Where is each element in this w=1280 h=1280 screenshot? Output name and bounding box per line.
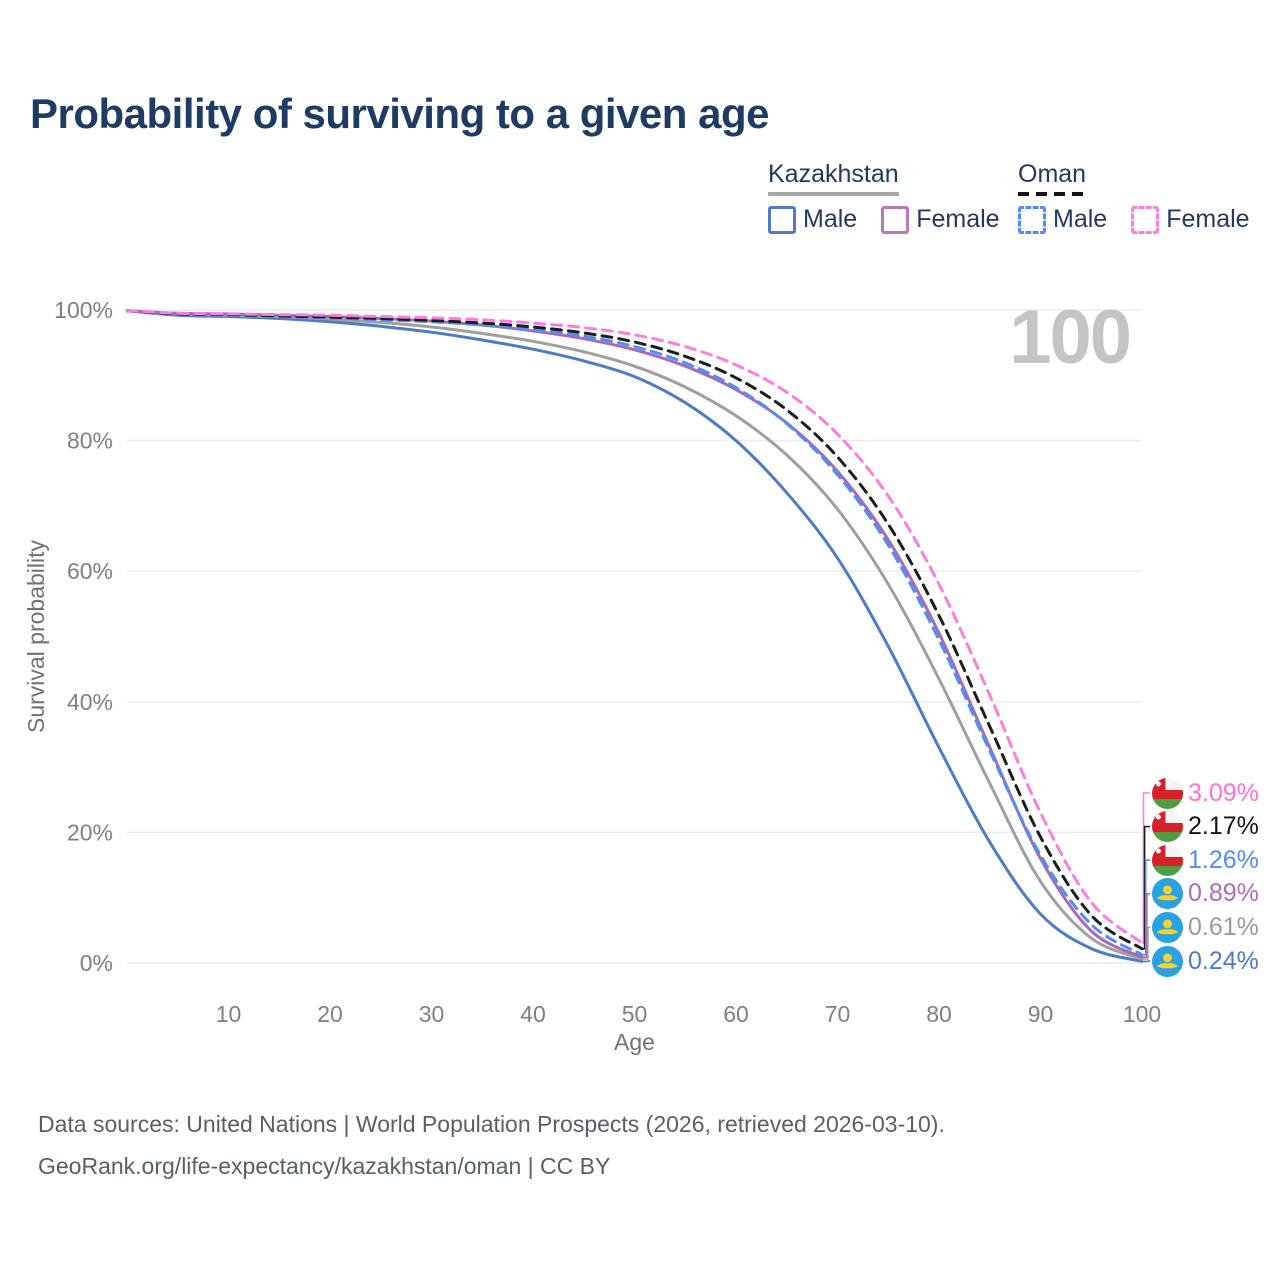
legend-item-kazakhstan-male[interactable]: Male (768, 205, 857, 234)
checkbox-icon[interactable] (768, 205, 796, 234)
legend-title-kazakhstan: Kazakhstan (768, 160, 899, 188)
y-axis-title: Survival probability (23, 539, 49, 733)
endpoint-kazakhstan-male: 0.24% (1152, 945, 1259, 977)
checkbox-icon[interactable] (1018, 205, 1046, 234)
y-tick-label: 60% (67, 558, 113, 584)
age-counter-watermark: 100 (1009, 295, 1132, 380)
x-axis-title: Age (614, 1029, 655, 1055)
x-tick-label: 60 (723, 1001, 749, 1027)
legend-item-oman-female[interactable]: Female (1131, 205, 1250, 234)
x-tick-label: 50 (622, 1001, 648, 1027)
endpoint-oman-male: 1.26% (1152, 844, 1259, 876)
footer-line-2: GeoRank.org/life-expectancy/kazakhstan/o… (38, 1152, 611, 1179)
kazakhstan-flag-icon (1152, 878, 1183, 910)
curve-oman-male (125, 309, 1144, 957)
oman-flag-icon (1152, 777, 1183, 809)
leader-line-oman-female (1142, 792, 1150, 944)
curve-kazakhstan-male (125, 309, 1144, 963)
x-tick-label: 10 (216, 1001, 242, 1027)
endpoint-value: 1.26% (1188, 845, 1259, 874)
leader-line-kazakhstan-female (1142, 893, 1150, 958)
y-tick-label: 100% (54, 297, 113, 323)
x-tick-label: 20 (317, 1001, 343, 1027)
x-tick-label: 40 (520, 1001, 546, 1027)
endpoint-value: 2.17% (1188, 812, 1259, 841)
endpoint-value: 0.89% (1188, 879, 1259, 908)
endpoint-kazakhstan-total: 0.61% (1152, 911, 1259, 943)
oman-flag-icon (1152, 811, 1183, 843)
checkbox-icon[interactable] (881, 205, 910, 234)
endpoint-oman-female: 3.09% (1152, 777, 1259, 809)
y-tick-label: 0% (80, 950, 113, 976)
leader-line-oman-male (1142, 859, 1150, 956)
kazakhstan-flag-icon (1152, 945, 1183, 977)
legend-line-sample-solid (768, 192, 899, 196)
curve-kazakhstan-female (125, 309, 1144, 959)
curve-kazakhstan-total (125, 309, 1144, 961)
x-tick-label: 90 (1028, 1001, 1054, 1027)
data-source-footer: Data sources: United Nations | World Pop… (38, 1104, 1238, 1188)
leader-line-oman-total (1142, 825, 1150, 950)
kazakhstan-flag-icon (1152, 911, 1183, 943)
legend-item-kazakhstan-female[interactable]: Female (881, 205, 1000, 234)
y-tick-label: 80% (67, 428, 113, 454)
endpoint-kazakhstan-female: 0.89% (1152, 878, 1259, 910)
legend-group-kazakhstan: Kazakhstan Male Female (768, 160, 1000, 234)
leader-line-kazakhstan-total (1142, 926, 1150, 960)
x-tick-label: 100 (1123, 1001, 1161, 1027)
footer-line-1: Data sources: United Nations | World Pop… (38, 1111, 945, 1137)
legend-title-oman: Oman (1018, 160, 1087, 188)
endpoint-value: 3.09% (1188, 778, 1259, 807)
legend-group-oman: Oman Male Female (1018, 160, 1250, 234)
endpoint-oman-total: 2.17% (1152, 811, 1259, 843)
curve-oman-female (125, 309, 1144, 945)
checkbox-icon[interactable] (1131, 205, 1160, 234)
x-tick-label: 80 (926, 1001, 952, 1027)
endpoint-value: 0.24% (1188, 946, 1259, 975)
legend-line-sample-dashed (1018, 192, 1087, 196)
curve-oman-total (125, 309, 1144, 951)
legend-item-oman-male[interactable]: Male (1018, 205, 1107, 234)
y-tick-label: 40% (67, 689, 113, 715)
page-title: Probability of surviving to a given age (30, 90, 769, 137)
y-tick-label: 20% (67, 819, 113, 845)
endpoint-value: 0.61% (1188, 912, 1259, 941)
x-tick-label: 30 (419, 1001, 445, 1027)
x-tick-label: 70 (825, 1001, 851, 1027)
oman-flag-icon (1152, 844, 1183, 876)
